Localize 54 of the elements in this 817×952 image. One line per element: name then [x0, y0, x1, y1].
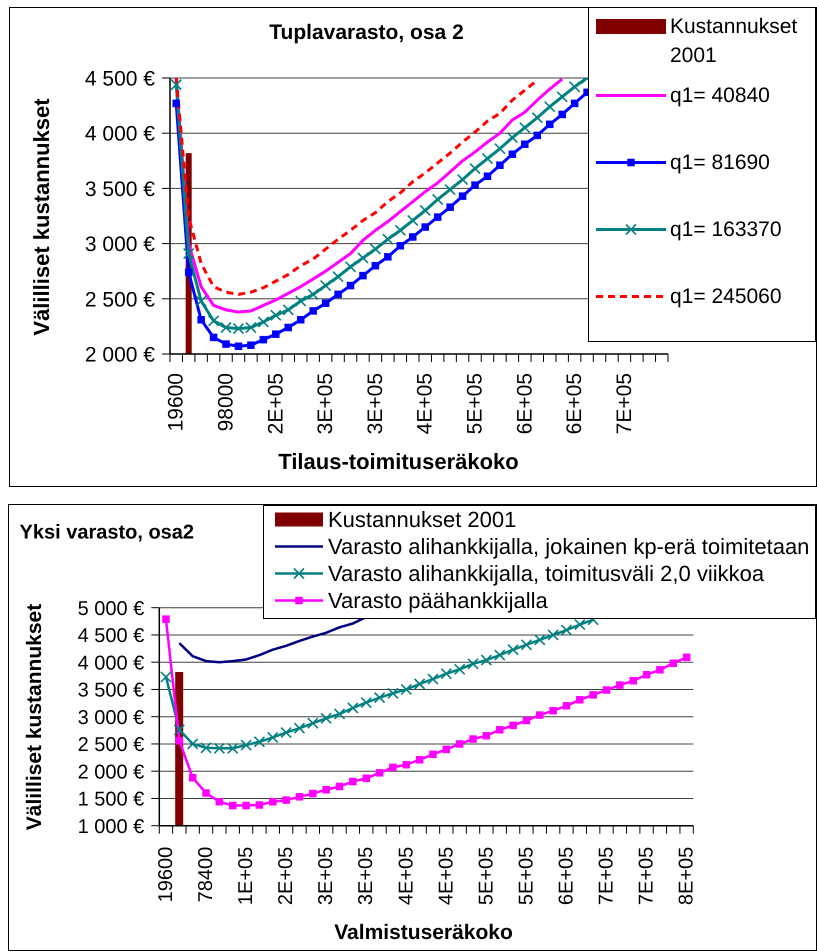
y-axis-title: Välilliset kustannukset — [22, 603, 46, 830]
y-tick-label: 2 500 € — [77, 734, 144, 756]
x-tick-label: 5E+05 — [463, 372, 486, 434]
y-tick-label: 3 000 € — [77, 706, 144, 728]
x-tick-label: 7E+05 — [635, 846, 658, 905]
legend-label: Varasto päähankkijalla — [328, 586, 548, 614]
y-tick-label: 2 000 € — [77, 760, 144, 783]
y-tick-label: 4 500 € — [77, 624, 144, 647]
x-axis-title: Valmistuseräkoko — [334, 921, 513, 945]
x-tick-label: 4E+05 — [394, 846, 417, 905]
y-tick-label: 2 500 € — [84, 288, 155, 311]
x-tick-label: 5E+05 — [474, 846, 497, 905]
x-tick-label: 4E+05 — [413, 372, 436, 434]
y-tick-label: 1 000 € — [77, 815, 144, 838]
x-tick-label: 7E+05 — [612, 372, 636, 434]
legend-label: Kustannukset 2001 — [328, 506, 516, 532]
x-axis-title: Tilaus-toimituseräkoko — [278, 448, 519, 474]
y-tick-label: 4 000 € — [77, 652, 144, 674]
y-tick-label: 5 000 € — [77, 597, 144, 620]
x-tick-label: 6E+05 — [554, 846, 577, 905]
x-tick-label: 7E+05 — [595, 846, 618, 905]
y-axis-title: Välilliset kustannukset — [28, 98, 54, 336]
x-tick-label: 3E+05 — [314, 372, 337, 434]
x-tick-label: 2E+05 — [274, 846, 297, 905]
y-tick-label: 3 500 € — [77, 679, 144, 702]
chart-title: Yksi varasto, osa2 — [20, 522, 194, 544]
x-tick-label: 19600 — [164, 372, 188, 431]
legend-label: Varasto alihankkijalla, jokainen kp-erä toimitetaan — [328, 532, 810, 560]
x-tick-label: 4E+05 — [434, 846, 457, 905]
legend-label: q1= 81690 — [670, 150, 770, 176]
x-tick-label: 2E+05 — [264, 372, 287, 434]
y-tick-label: 4 500 € — [84, 66, 155, 90]
x-tick-label: 6E+05 — [562, 372, 586, 434]
y-tick-label: 4 000 € — [84, 122, 155, 146]
x-tick-label: 3E+05 — [314, 846, 337, 905]
y-tick-label: 1 500 € — [77, 788, 144, 810]
x-tick-label: 98000 — [214, 372, 238, 431]
legend-label: q1= 40840 — [670, 83, 770, 109]
legend-label: q1= 163370 — [670, 217, 782, 243]
x-tick-label: 8E+05 — [675, 846, 698, 905]
legend-label: Kustannukset 2001 — [670, 14, 798, 68]
y-tick-label: 3 500 € — [84, 177, 155, 200]
x-tick-label: 3E+05 — [354, 846, 377, 905]
x-tick-label: 78400 — [194, 846, 217, 902]
y-tick-label: 3 000 € — [84, 232, 155, 256]
x-tick-label: 5E+05 — [514, 846, 537, 905]
x-tick-label: 3E+05 — [363, 372, 386, 434]
legend-label: q1= 245060 — [670, 284, 782, 310]
x-tick-label: 1E+05 — [234, 846, 257, 905]
y-tick-label: 2 000 € — [84, 342, 155, 366]
x-tick-label: 6E+05 — [512, 372, 536, 434]
legend-label: Varasto alihankkijalla, toimitusväli 2,0 viikkoa — [328, 560, 764, 586]
x-tick-label: 19600 — [154, 846, 176, 902]
chart-title: Tuplavarasto, osa 2 — [269, 20, 464, 44]
